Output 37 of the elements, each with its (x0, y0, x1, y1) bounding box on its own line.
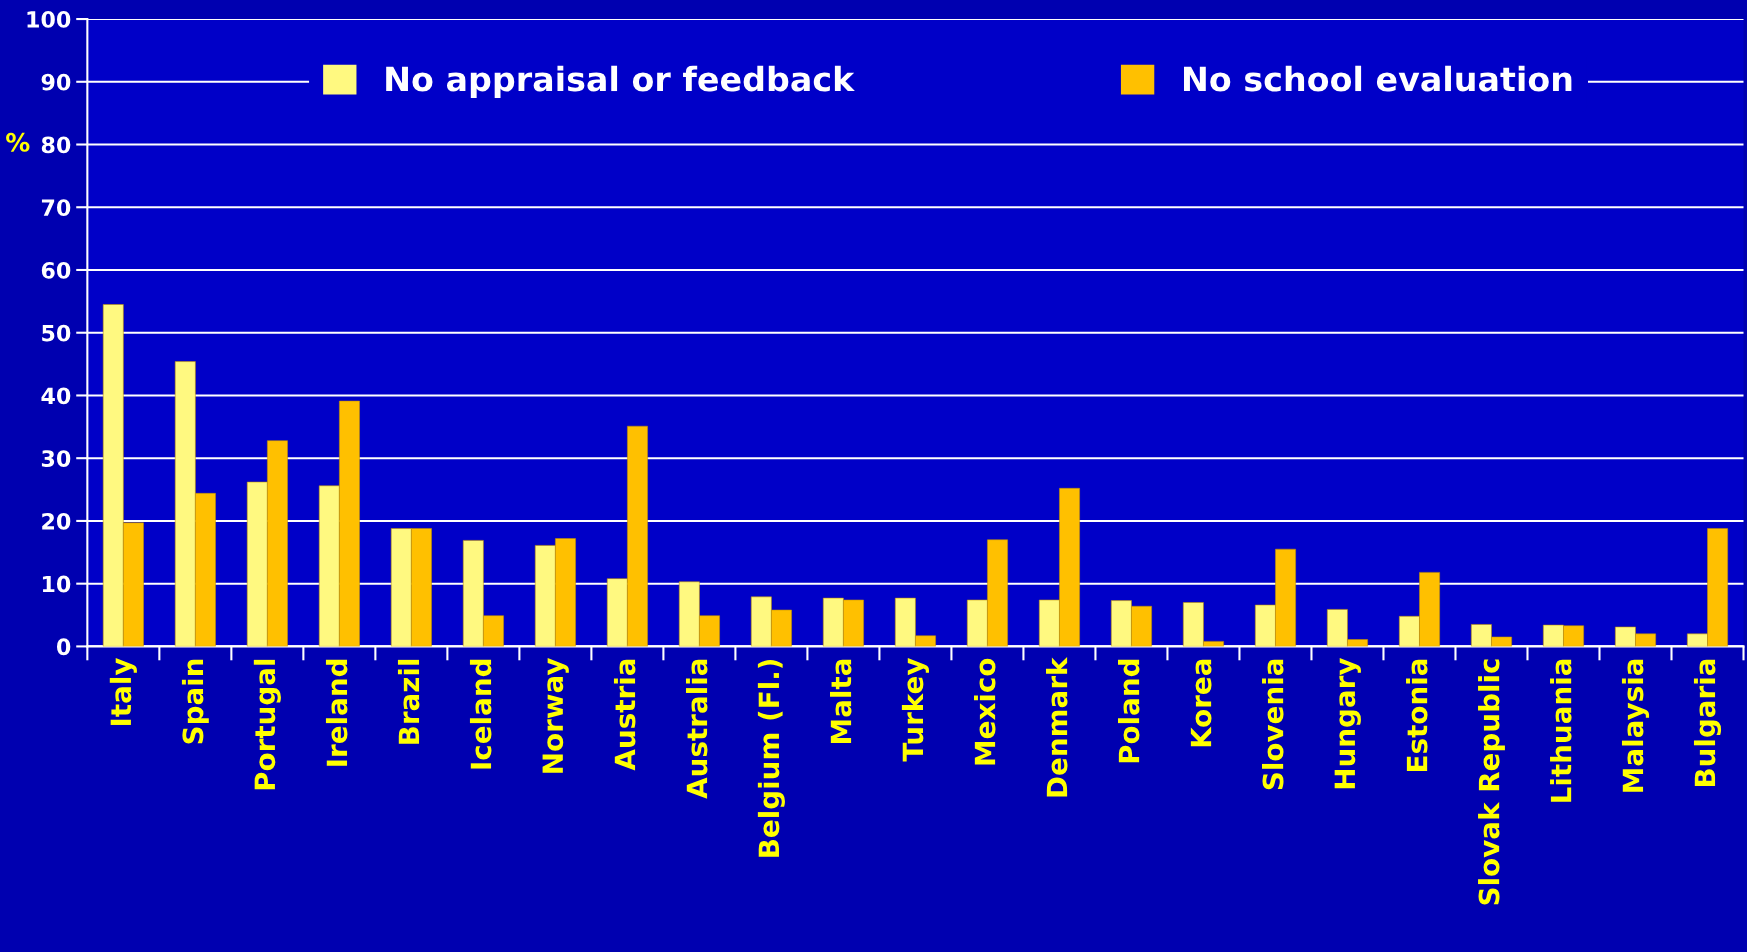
x-tick-label: Poland (1118, 659, 1140, 763)
y-axis-title: % (6, 132, 30, 152)
legend-label: No school evaluation (1184, 65, 1572, 92)
y-tick-label: 0 (56, 638, 71, 656)
y-tick-label: 100 (27, 10, 71, 28)
x-tick-label: Lithuania (1550, 659, 1572, 802)
y-tick-label: 40 (41, 387, 71, 405)
x-tick-label: Korea (1190, 659, 1212, 747)
y-tick-label: 10 (42, 575, 71, 593)
x-tick-label: Ireland (325, 659, 348, 766)
x-tick-label: Australia (685, 659, 708, 799)
y-tick-label: 50 (42, 324, 71, 342)
x-tick-label: Norway (542, 658, 569, 773)
x-tick-label: Belgium (Fl.) (757, 659, 785, 857)
x-tick-label: Iceland (469, 659, 492, 769)
x-tick-label: Portugal (253, 659, 281, 790)
y-tick-label: 80 (41, 136, 71, 154)
x-tick-label: Slovak Republic (1478, 659, 1505, 905)
x-tick-label: Malaysia (1621, 659, 1650, 792)
x-tick-label: Austria (613, 659, 636, 771)
x-tick-label: Brazil (397, 659, 420, 744)
x-tick-label: Malta (829, 659, 852, 743)
x-tick-label: Slovenia (1262, 659, 1284, 790)
x-tick-label: Estonia (1406, 659, 1428, 771)
x-tick-label: Turkey (901, 658, 929, 762)
y-tick-label: 70 (41, 199, 71, 217)
x-tick-label: Spain (181, 659, 209, 744)
y-tick-label: 60 (41, 261, 71, 279)
x-tick-label: Bulgaria (1693, 659, 1722, 787)
x-tick-label: Italy (109, 658, 137, 725)
legend-label: No appraisal or feedback (386, 65, 855, 98)
y-tick-label: 20 (42, 512, 71, 530)
y-tick-label: 90 (41, 73, 71, 91)
y-tick-label: 30 (41, 450, 71, 467)
x-tick-label: Mexico (973, 658, 996, 765)
x-tick-label: Hungary (1334, 658, 1361, 789)
x-tick-label: Denmark (1046, 656, 1068, 797)
